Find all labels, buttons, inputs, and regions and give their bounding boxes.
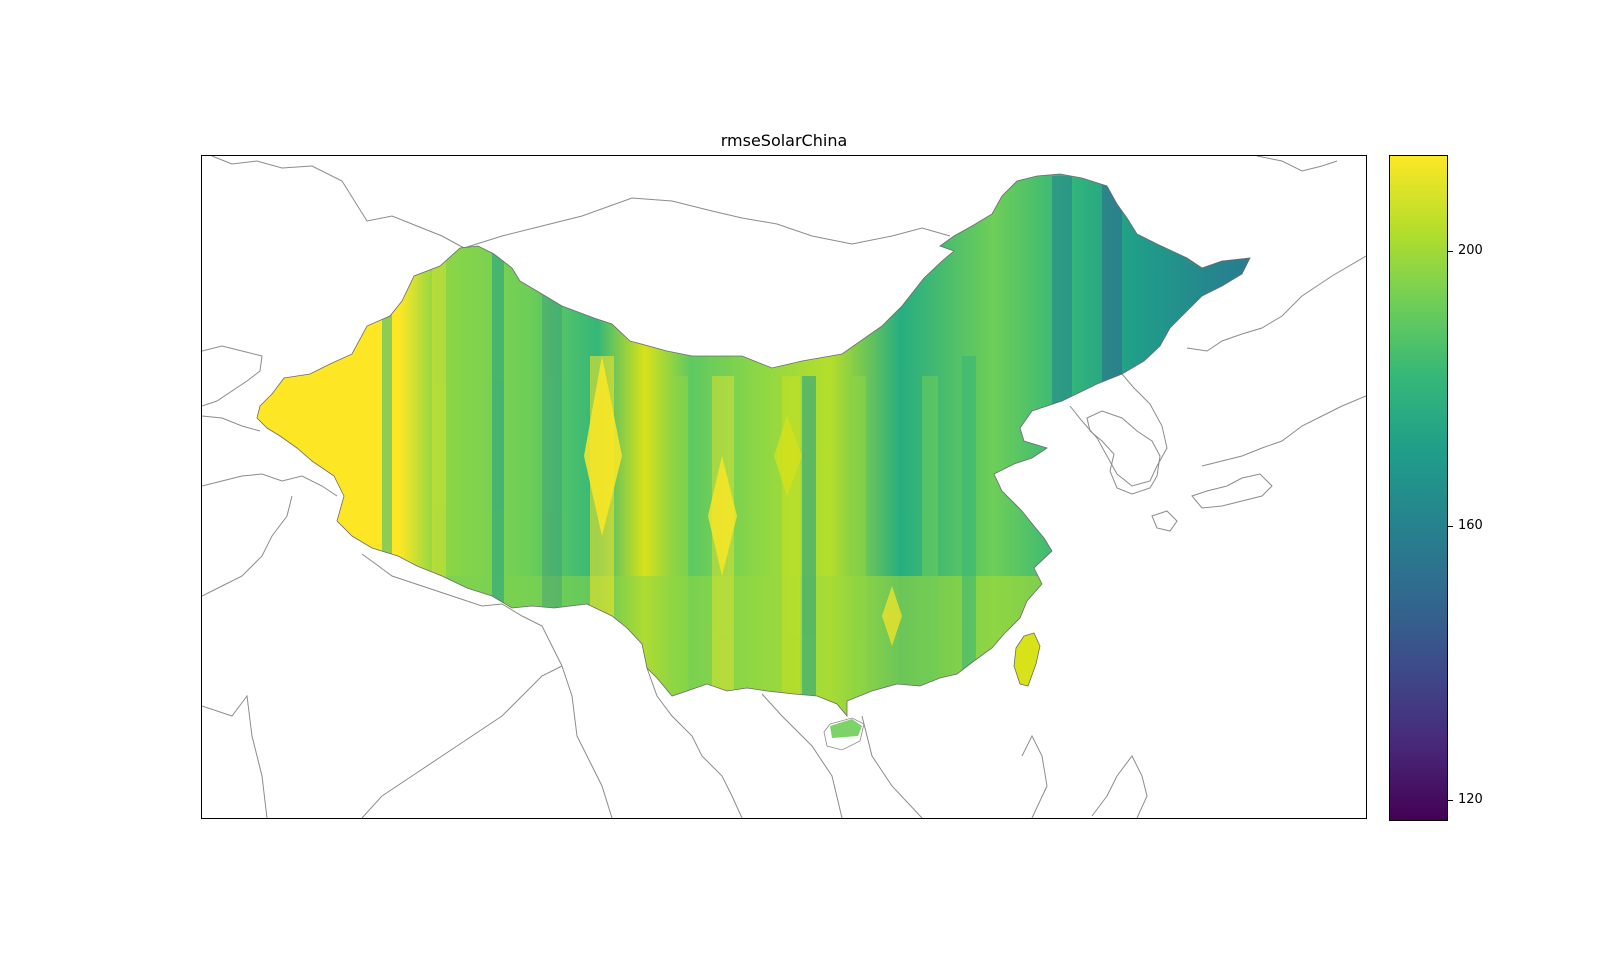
colorbar-tick <box>1448 800 1453 802</box>
colorbar <box>1389 155 1448 821</box>
chart-title: rmseSolarChina <box>720 131 848 150</box>
coastlines-east <box>1086 395 1366 818</box>
colorbar-tick-label: 200 <box>1458 243 1483 259</box>
map-panel[interactable] <box>201 155 1367 819</box>
colorbar-tick-label: 120 <box>1458 792 1483 808</box>
colorbar-tick <box>1448 251 1453 253</box>
taiwan <box>1013 632 1041 687</box>
hainan-field <box>830 719 862 738</box>
colorbar-tick <box>1448 525 1453 527</box>
map-canvas[interactable] <box>202 156 1366 818</box>
colorbar-tick-label: 160 <box>1458 517 1483 533</box>
country-borders <box>202 156 1366 818</box>
